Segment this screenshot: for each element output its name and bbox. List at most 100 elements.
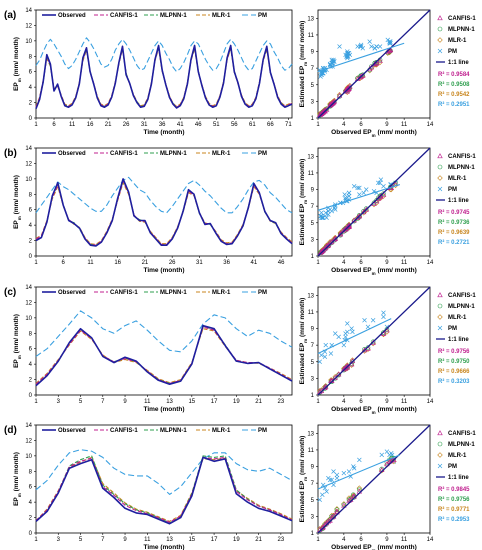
y-tick-label: 7 — [311, 343, 315, 349]
point-pm — [370, 317, 376, 323]
scatter-legend: CANFIS-1 MLPNN-1 MLR-1 PM 1:1 line — [436, 430, 476, 481]
legend-label: PM — [258, 290, 267, 296]
point-pm — [388, 40, 393, 46]
legend-label: CANFIS-1 — [448, 16, 476, 22]
legend-label: MLPNN-1 — [160, 428, 187, 434]
point-pm — [349, 326, 354, 331]
point-pm — [328, 62, 334, 68]
x-tick-label: 9 — [385, 122, 389, 128]
y-tick-label: 8 — [29, 54, 33, 60]
point-mlpnn — [363, 206, 369, 211]
y-tick-label: 0 — [29, 393, 33, 399]
y-tick-label: 5 — [311, 498, 315, 504]
y-tick-label: 6 — [29, 485, 33, 491]
point-pm — [319, 352, 324, 358]
point-pm — [330, 59, 335, 64]
x-tick-label: 1 — [34, 122, 38, 128]
y-tick-label: 10 — [25, 177, 32, 183]
ts-plot-area — [35, 9, 293, 119]
x-tick-label: 5 — [79, 399, 83, 405]
y-tick-label: 0 — [29, 116, 33, 122]
x-tick-label: 19 — [233, 399, 240, 405]
one-to-one-line — [317, 424, 431, 534]
y-tick-label: 12 — [25, 300, 32, 306]
r-squared-label: R² = 0.9639 — [438, 229, 470, 236]
x-tick-label: 11 — [144, 537, 151, 543]
x-tick-label: 1 — [34, 260, 38, 266]
point-pm — [341, 470, 347, 476]
point-pm — [322, 354, 328, 360]
x-tick-label: 9 — [385, 537, 389, 543]
legend-label: MLR-1 — [212, 428, 231, 434]
point-pm — [357, 44, 363, 49]
point-pm — [328, 351, 334, 356]
x-tick-label: 11 — [87, 260, 94, 266]
y-axis-label: EPm (mm/ month) — [13, 452, 22, 506]
x-tick-label: 36 — [223, 260, 230, 266]
y-tick-label: 1 — [311, 531, 315, 537]
point-pm — [332, 331, 338, 336]
point-mlpnn — [351, 492, 356, 498]
y-tick-label: 12 — [25, 161, 32, 167]
y-tick-label: 1 — [311, 116, 315, 122]
y-tick-label: 11 — [308, 171, 315, 177]
y-tick-label: 9 — [311, 327, 315, 333]
x-axis-label: Observed EPm (mm/ month) — [331, 544, 417, 550]
y-tick-label: 1 — [311, 393, 315, 399]
legend-label: 1:1 line — [448, 337, 469, 343]
point-pm — [369, 44, 374, 49]
point-pm — [332, 205, 337, 211]
pm-trend-line — [317, 318, 392, 354]
r-squared-label: R² = 0.9771 — [438, 506, 470, 513]
y-tick-label: 14 — [25, 8, 32, 14]
point-pm — [384, 449, 390, 454]
point-pm — [331, 59, 336, 64]
y-tick-label: 12 — [25, 23, 32, 29]
r-squared-label: R² = 0.9750 — [438, 358, 470, 365]
x-tick-label: 4 — [342, 399, 346, 405]
panel-label: (b) — [4, 148, 17, 159]
point-pm — [357, 457, 362, 463]
panel-label: (d) — [4, 425, 17, 436]
x-tick-label: 36 — [159, 122, 166, 128]
legend-label: PM — [258, 428, 267, 434]
y-tick-label: 4 — [29, 85, 33, 91]
pm-trend-line — [317, 184, 401, 211]
legend-label: 1:1 line — [448, 198, 469, 204]
point-pm — [334, 475, 340, 481]
series-line-pm — [35, 310, 293, 357]
series-line-mlr-1 — [35, 456, 293, 522]
point-pm — [320, 215, 325, 221]
series-line-observed — [35, 456, 293, 525]
x-tick-label: 6 — [359, 260, 363, 266]
x-tick-label: 14 — [427, 122, 434, 128]
legend-label: MLPNN-1 — [448, 27, 475, 33]
point-pm — [345, 52, 350, 58]
point-mlpnn — [357, 487, 362, 493]
x-tick-label: 6 — [62, 260, 66, 266]
legend-label: MLPNN-1 — [448, 442, 475, 448]
point-pm — [320, 215, 326, 221]
point-pm — [326, 475, 331, 481]
r-squared-label: R² = 0.2721 — [438, 239, 470, 246]
x-tick-label: 56 — [231, 122, 238, 128]
one-to-one-line — [317, 147, 431, 257]
y-tick-label: 3 — [311, 99, 315, 105]
point-mlr — [437, 37, 443, 43]
x-tick-label: 21 — [142, 260, 149, 266]
point-mlpnn — [369, 64, 374, 69]
point-mlpnn — [437, 441, 443, 447]
x-tick-label: 17 — [211, 399, 218, 405]
point-pm — [345, 321, 350, 326]
point-pm — [317, 359, 322, 365]
y-axis-label: EPm (mm/ month) — [13, 314, 22, 368]
x-tick-label: 31 — [141, 122, 148, 128]
x-tick-label: 15 — [188, 399, 195, 405]
x-tick-label: 4 — [342, 537, 346, 543]
panel-label: (a) — [4, 10, 16, 21]
x-tick-label: 7 — [101, 537, 105, 543]
x-tick-label: 16 — [87, 122, 94, 128]
point-mlpnn — [349, 361, 354, 366]
point-pm — [437, 463, 443, 469]
